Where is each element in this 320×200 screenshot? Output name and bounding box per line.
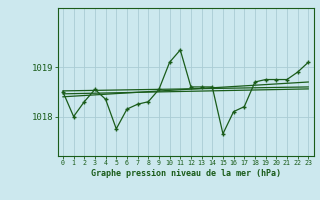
X-axis label: Graphe pression niveau de la mer (hPa): Graphe pression niveau de la mer (hPa) xyxy=(91,169,281,178)
